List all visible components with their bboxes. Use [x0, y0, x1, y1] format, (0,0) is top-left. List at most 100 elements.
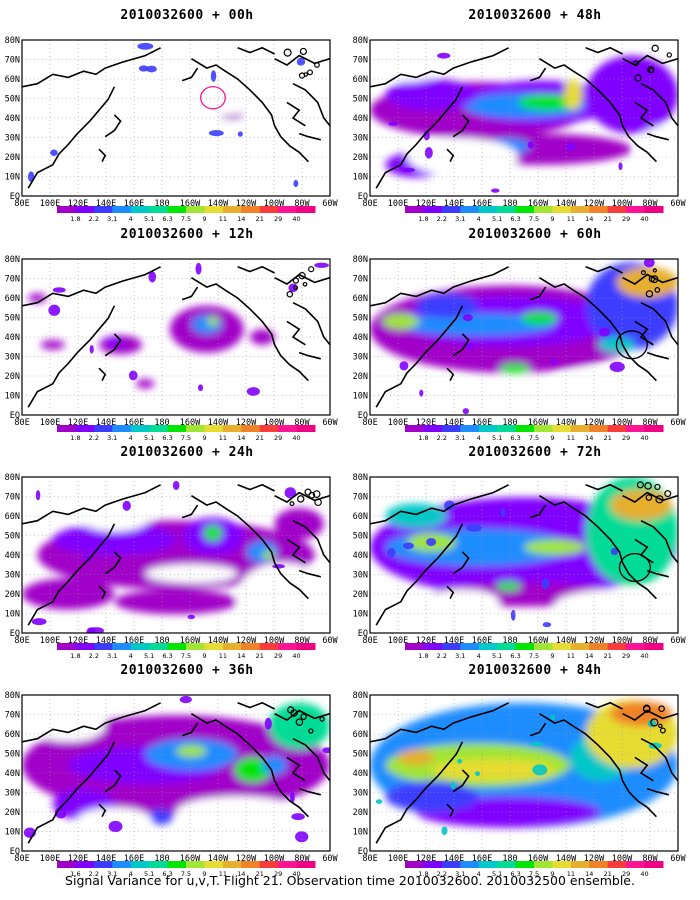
lon-tick-label: 120E — [68, 199, 88, 209]
colorbar-label: 21 — [256, 870, 264, 878]
map-panel: 2010032600 + 48h 80N 70N 60N 50N 40N 30N 20N 10N… — [353, 8, 700, 223]
lon-tick-label: 180 — [502, 636, 517, 646]
variance-contour — [419, 389, 424, 397]
variance-contour — [148, 808, 173, 825]
colorbar-swatch — [441, 861, 461, 868]
coastline — [622, 54, 678, 66]
colorbar-swatch — [112, 206, 132, 213]
colorbar-swatch — [222, 861, 242, 868]
lat-tick-label: 30N — [5, 789, 20, 799]
colorbar-swatch — [130, 206, 150, 213]
variance-contour — [610, 547, 619, 556]
variance-contour — [400, 313, 555, 336]
colorbar-swatch — [112, 643, 132, 650]
lon-tick-label: 100E — [40, 418, 60, 428]
colorbar-label: 21 — [256, 652, 264, 660]
coastline — [529, 722, 547, 737]
variance-contour — [437, 52, 451, 59]
coastline — [634, 101, 654, 127]
colorbar-label: 9 — [202, 652, 206, 660]
colorbar-label: 14 — [585, 870, 593, 878]
colorbar-label: 1.6 — [70, 870, 80, 878]
lat-tick-label: 20N — [5, 153, 20, 163]
lon-tick-label: 160E — [124, 418, 144, 428]
colorbar-swatch — [515, 425, 535, 432]
colorbar-label: 14 — [585, 215, 593, 223]
panel-title: 2010032600 + 12h — [120, 227, 254, 242]
colorbar-swatch — [259, 206, 279, 213]
colorbar-label: 14 — [237, 434, 245, 442]
variance-contour — [424, 147, 433, 159]
colorbar-swatch — [497, 206, 517, 213]
colorbar-swatch — [167, 643, 187, 650]
colorbar-label: 9 — [550, 870, 554, 878]
colorbar-label: 5.1 — [144, 434, 154, 442]
colorbar-swatch — [149, 643, 169, 650]
lon-tick-label: 120W — [584, 199, 605, 209]
variance-contour — [148, 271, 157, 283]
variance-contour — [542, 622, 552, 628]
variance-contour — [382, 313, 420, 330]
colorbar-swatch — [626, 425, 646, 432]
coastline — [585, 265, 623, 274]
variance-contour — [291, 813, 305, 821]
coastline — [640, 301, 678, 346]
lat-tick-label: 80N — [5, 691, 20, 701]
colorbar-label: 14 — [237, 215, 245, 223]
panel-title: 2010032600 + 60h — [468, 227, 602, 242]
lon-tick-label: 120E — [416, 636, 436, 646]
coastline — [446, 148, 455, 163]
colorbar-swatch — [241, 861, 261, 868]
variance-contour — [585, 55, 678, 134]
map-panel: 2010032600 + 00h 80N 70N 60N 50N 40N 30N 20N 10N… — [5, 8, 352, 223]
lon-tick-label: 140W — [556, 199, 577, 209]
lon-tick-label: 120W — [584, 854, 605, 864]
colorbar-swatch — [149, 206, 169, 213]
coastline — [375, 523, 464, 626]
colorbar-label: 21 — [604, 652, 612, 660]
colorbar-label: 1.8 — [70, 215, 80, 223]
lat-tick-label: EQ — [358, 629, 368, 639]
lat-tick-label: 80N — [5, 255, 20, 265]
coastline — [640, 519, 678, 564]
lat-tick-label: 20N — [5, 808, 20, 818]
lon-tick-label: 140E — [96, 636, 116, 646]
colorbar-label: 5.1 — [492, 434, 502, 442]
coastline — [298, 787, 321, 796]
lon-tick-label: 60W — [670, 636, 686, 646]
coastline — [634, 756, 654, 782]
variance-contour — [40, 340, 66, 350]
lon-tick-label: 180 — [154, 854, 169, 864]
lon-tick-label: 60W — [670, 199, 686, 209]
lat-tick-label: 50N — [5, 750, 20, 760]
variance-contour — [402, 542, 414, 550]
colorbar-label: 5.1 — [492, 652, 502, 660]
coastline — [181, 504, 199, 519]
variance-contour — [530, 741, 543, 746]
variance-contour — [113, 753, 119, 761]
lat-tick-label: 60N — [353, 512, 368, 522]
lat-tick-label: 80N — [5, 36, 20, 46]
colorbar-swatch — [57, 425, 76, 432]
lon-tick-label: 140W — [556, 418, 577, 428]
coastline — [640, 82, 678, 127]
colorbar-label: 2.2 — [437, 870, 447, 878]
colorbar-swatch — [534, 425, 553, 432]
colorbar-swatch — [534, 861, 553, 868]
lat-tick-label: 30N — [353, 134, 368, 144]
colorbar-swatch — [441, 206, 461, 213]
colorbar-swatch — [186, 206, 205, 213]
lon-tick-label: 180 — [502, 854, 517, 864]
lat-tick-label: 40N — [353, 551, 368, 561]
colorbar-label: 29 — [274, 652, 282, 660]
coastline — [190, 495, 309, 600]
colorbar-swatch — [186, 643, 205, 650]
lat-tick-label: 70N — [353, 56, 368, 66]
lat-tick-label: 50N — [5, 532, 20, 542]
coastline — [585, 701, 623, 710]
lat-tick-label: 70N — [5, 493, 20, 503]
lat-tick-label: 60N — [353, 75, 368, 85]
variance-contour — [397, 749, 435, 766]
variance-contour — [385, 780, 478, 812]
